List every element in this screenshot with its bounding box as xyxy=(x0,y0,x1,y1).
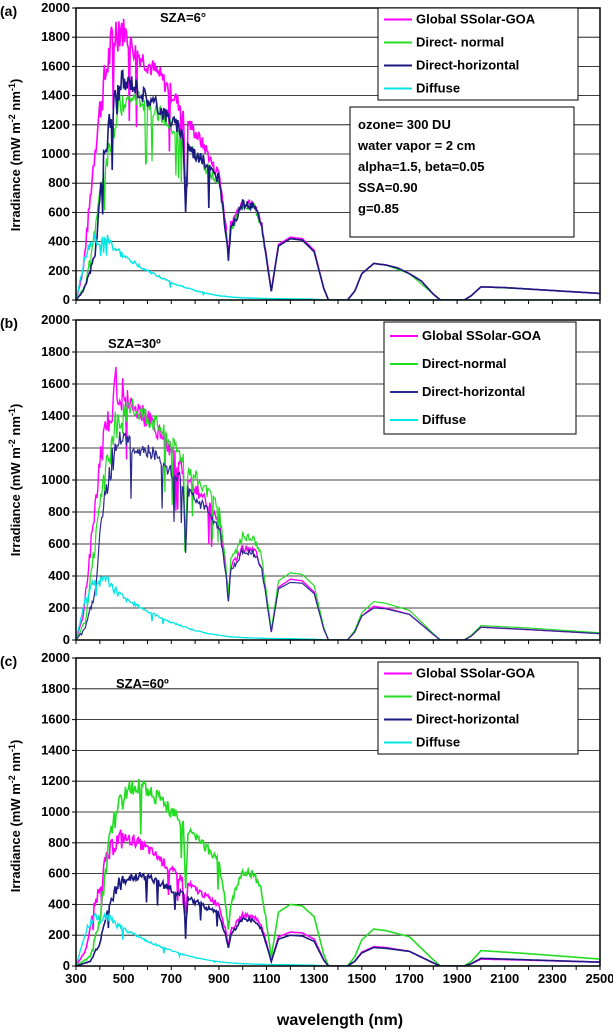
y-tick-label: 1600 xyxy=(41,376,70,391)
x-tick-label: 1700 xyxy=(395,971,424,986)
y-tick-label: 1600 xyxy=(41,58,70,73)
legend: Global SSolar-GOA Direct- normal Direct-ho… xyxy=(377,7,579,101)
legend-label: Diffuse xyxy=(416,81,460,96)
y-tick-label: 600 xyxy=(48,866,70,881)
legend-box xyxy=(383,321,577,435)
series-line-1 xyxy=(76,829,600,966)
y-tick-label: 0 xyxy=(63,632,70,647)
y-tick-label: 1400 xyxy=(41,408,70,423)
annotation-line: SSA=0.90 xyxy=(358,180,418,195)
legend-label: Direct- normal xyxy=(416,35,504,50)
annotation-line: ozone= 300 DU xyxy=(358,117,451,132)
annotation-box: ozone= 300 DU water vapor = 2 cm alpha=1.5… xyxy=(349,106,575,238)
y-tick-label: 1000 xyxy=(41,804,70,819)
legend: Global SSolar-GOA Direct-normal Direct-hor… xyxy=(383,321,577,435)
plot-frame xyxy=(75,657,601,967)
x-tick-label: 1300 xyxy=(300,971,329,986)
series-line-2 xyxy=(76,398,600,640)
y-tick-label: 1200 xyxy=(41,440,70,455)
annotation-line: g=0.85 xyxy=(358,201,399,216)
legend-label: Diffuse xyxy=(422,412,466,427)
legend-label: Direct-horizontal xyxy=(416,58,519,73)
chart-panel-b: (b) 0 200 400 600 800 1000 1200 1400 1600 1800 2000… xyxy=(0,312,601,647)
series-line-3 xyxy=(76,431,600,640)
y-axis-title-a: Irradiance (mW m-2 nm-1) xyxy=(7,79,23,232)
legend-label: Direct-horizontal xyxy=(422,384,525,399)
x-tick-label: 1100 xyxy=(252,971,280,986)
chart-panel-a: (a) 0 200 400 600 800 1000 1200 1400 1600 1800 2000… xyxy=(0,0,601,307)
y-tick-label: 200 xyxy=(48,600,70,615)
x-axis-title: wavelength (nm) xyxy=(276,1012,403,1029)
series-line-4 xyxy=(76,233,600,300)
legend-label: Direct-horizontal xyxy=(416,712,519,727)
y-tick-label: 400 xyxy=(48,896,70,911)
y-tick-label: 2000 xyxy=(41,0,70,15)
legend-box xyxy=(377,7,579,101)
annotation-line: alpha=1.5, beta=0.05 xyxy=(358,159,484,174)
y-tick-label: 600 xyxy=(48,536,70,551)
series-line-3 xyxy=(76,872,600,966)
y-tick-label: 1600 xyxy=(41,712,70,727)
series-line-3 xyxy=(76,69,600,300)
legend: Global SSolar-GOA Direct-normal Direct-hor… xyxy=(377,661,579,755)
x-tick-label: 900 xyxy=(208,971,230,986)
y-tick-label: 1200 xyxy=(41,773,70,788)
y-tick-label: 1800 xyxy=(41,29,70,44)
y-tick-label: 800 xyxy=(48,835,70,850)
legend-label: Diffuse xyxy=(416,735,460,750)
plot-frame xyxy=(75,319,601,641)
legend-box xyxy=(377,661,579,755)
y-axis-title-b: Irradiance (mW m-2 nm-1) xyxy=(7,404,23,557)
x-tick-label: 700 xyxy=(160,971,182,986)
y-tick-label: 2000 xyxy=(41,312,70,327)
y-tick-label: 1400 xyxy=(41,742,70,757)
series-line-4 xyxy=(76,911,600,966)
y-tick-label: 2000 xyxy=(41,650,70,665)
y-tick-label: 0 xyxy=(63,292,70,307)
sza-label: SZA=6° xyxy=(160,10,206,25)
x-tick-label: 500 xyxy=(113,971,135,986)
x-tick-label: 1900 xyxy=(443,971,472,986)
y-tick-label: 200 xyxy=(48,263,70,278)
legend-label: Direct-normal xyxy=(416,689,501,704)
y-axis-title-c: Irradiance (mW m-2 nm-1) xyxy=(7,740,23,893)
x-tick-label: 2100 xyxy=(490,971,519,986)
y-tick-label: 600 xyxy=(48,204,70,219)
y-tick-label: 1000 xyxy=(41,472,70,487)
y-tick-label: 1000 xyxy=(41,146,70,161)
y-tick-label: 400 xyxy=(48,234,70,249)
y-tick-label: 800 xyxy=(48,504,70,519)
sza-label: SZA=60º xyxy=(116,676,169,691)
y-tick-label: 200 xyxy=(48,927,70,942)
y-tick-label: 400 xyxy=(48,568,70,583)
panel-label: (c) xyxy=(0,653,17,669)
series-line-4 xyxy=(76,575,600,640)
x-tick-label: 300 xyxy=(65,971,87,986)
panel-label: (b) xyxy=(0,315,18,331)
legend-label: Direct-normal xyxy=(422,356,507,371)
chart-panel-c: (c) 0 200 400 600 800 1000 1200 1400 1600 1800 2000… xyxy=(0,650,613,986)
x-tick-label: 2300 xyxy=(538,971,567,986)
y-tick-label: 0 xyxy=(63,958,70,973)
x-tick-label: 1500 xyxy=(347,971,376,986)
plot-frame xyxy=(75,7,601,301)
y-tick-label: 1200 xyxy=(41,117,70,132)
legend-label: Global SSolar-GOA xyxy=(416,12,536,27)
series-line-2 xyxy=(76,778,600,966)
sza-label: SZA=30º xyxy=(108,336,161,351)
y-tick-label: 1800 xyxy=(41,681,70,696)
annotation-line: water vapor = 2 cm xyxy=(357,138,475,153)
x-tick-label: 2500 xyxy=(586,971,613,986)
panel-label: (a) xyxy=(0,3,17,19)
annotation-frame xyxy=(349,106,575,238)
y-tick-label: 1400 xyxy=(41,88,70,103)
legend-label: Global SSolar-GOA xyxy=(416,666,536,681)
y-tick-label: 1800 xyxy=(41,344,70,359)
legend-label: Global SSolar-GOA xyxy=(422,328,542,343)
y-tick-label: 800 xyxy=(48,175,70,190)
